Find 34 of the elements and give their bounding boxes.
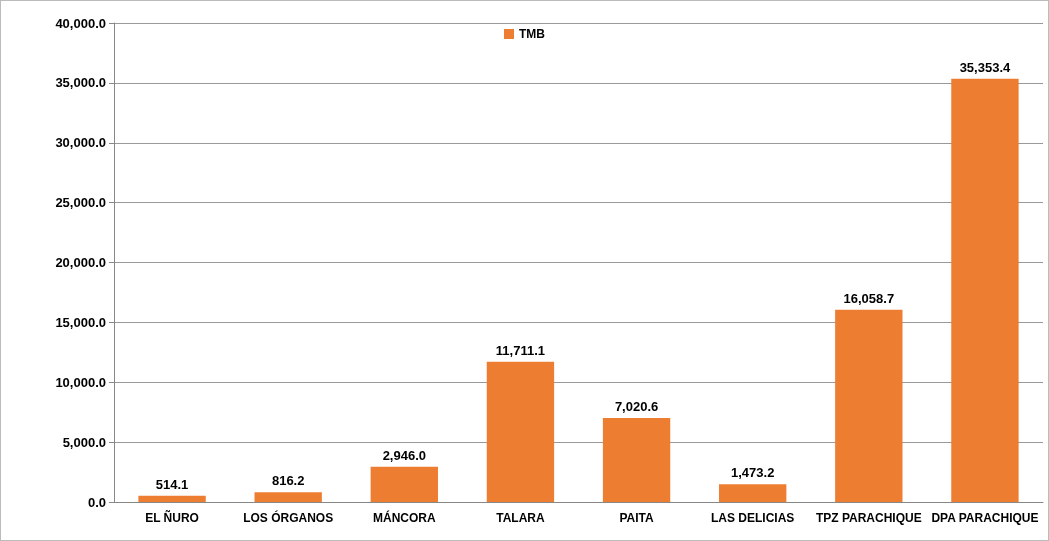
data-label: 16,058.7 <box>843 290 895 306</box>
data-label: 7,020.6 <box>614 398 659 414</box>
data-label: 816.2 <box>271 473 305 489</box>
y-tick-label: 35,000.0 <box>55 75 106 91</box>
bar <box>370 466 438 502</box>
x-tick-label: TALARA <box>496 510 545 525</box>
y-tick-label: 5,000.0 <box>62 434 106 450</box>
x-tick-label: TPZ PARACHIQUE <box>815 510 922 525</box>
y-tick-label: 40,000.0 <box>55 15 106 31</box>
x-tick-label: LOS ÓRGANOS <box>243 509 334 525</box>
x-tick-label: LAS DELICIAS <box>711 510 795 525</box>
bar <box>138 495 206 502</box>
x-tick-label: EL ÑURO <box>145 509 199 525</box>
y-tick-label: 15,000.0 <box>55 314 106 330</box>
y-tick-label: 20,000.0 <box>55 255 106 270</box>
bar <box>835 309 903 502</box>
y-tick-label: 30,000.0 <box>55 135 106 151</box>
y-tick-label: 0.0 <box>87 494 106 510</box>
data-label: 11,711.1 <box>495 342 546 358</box>
bar <box>486 361 555 502</box>
x-tick-label: DPA PARACHIQUE <box>931 510 1039 525</box>
x-tick-label: PAITA <box>619 510 655 525</box>
legend-label: TMB <box>519 27 546 41</box>
data-label: 1,473.2 <box>731 465 775 481</box>
data-label: 2,946.0 <box>382 447 426 463</box>
bar <box>254 492 322 502</box>
data-label: 514.1 <box>155 476 189 492</box>
x-tick-label: MÁNCORA <box>372 509 436 525</box>
y-tick-label: 25,000.0 <box>55 195 106 211</box>
bar <box>951 78 1019 502</box>
y-tick-label: 10,000.0 <box>55 374 106 390</box>
bar <box>719 484 787 502</box>
bar <box>602 417 671 502</box>
data-label: 35,353.4 <box>959 59 1012 75</box>
